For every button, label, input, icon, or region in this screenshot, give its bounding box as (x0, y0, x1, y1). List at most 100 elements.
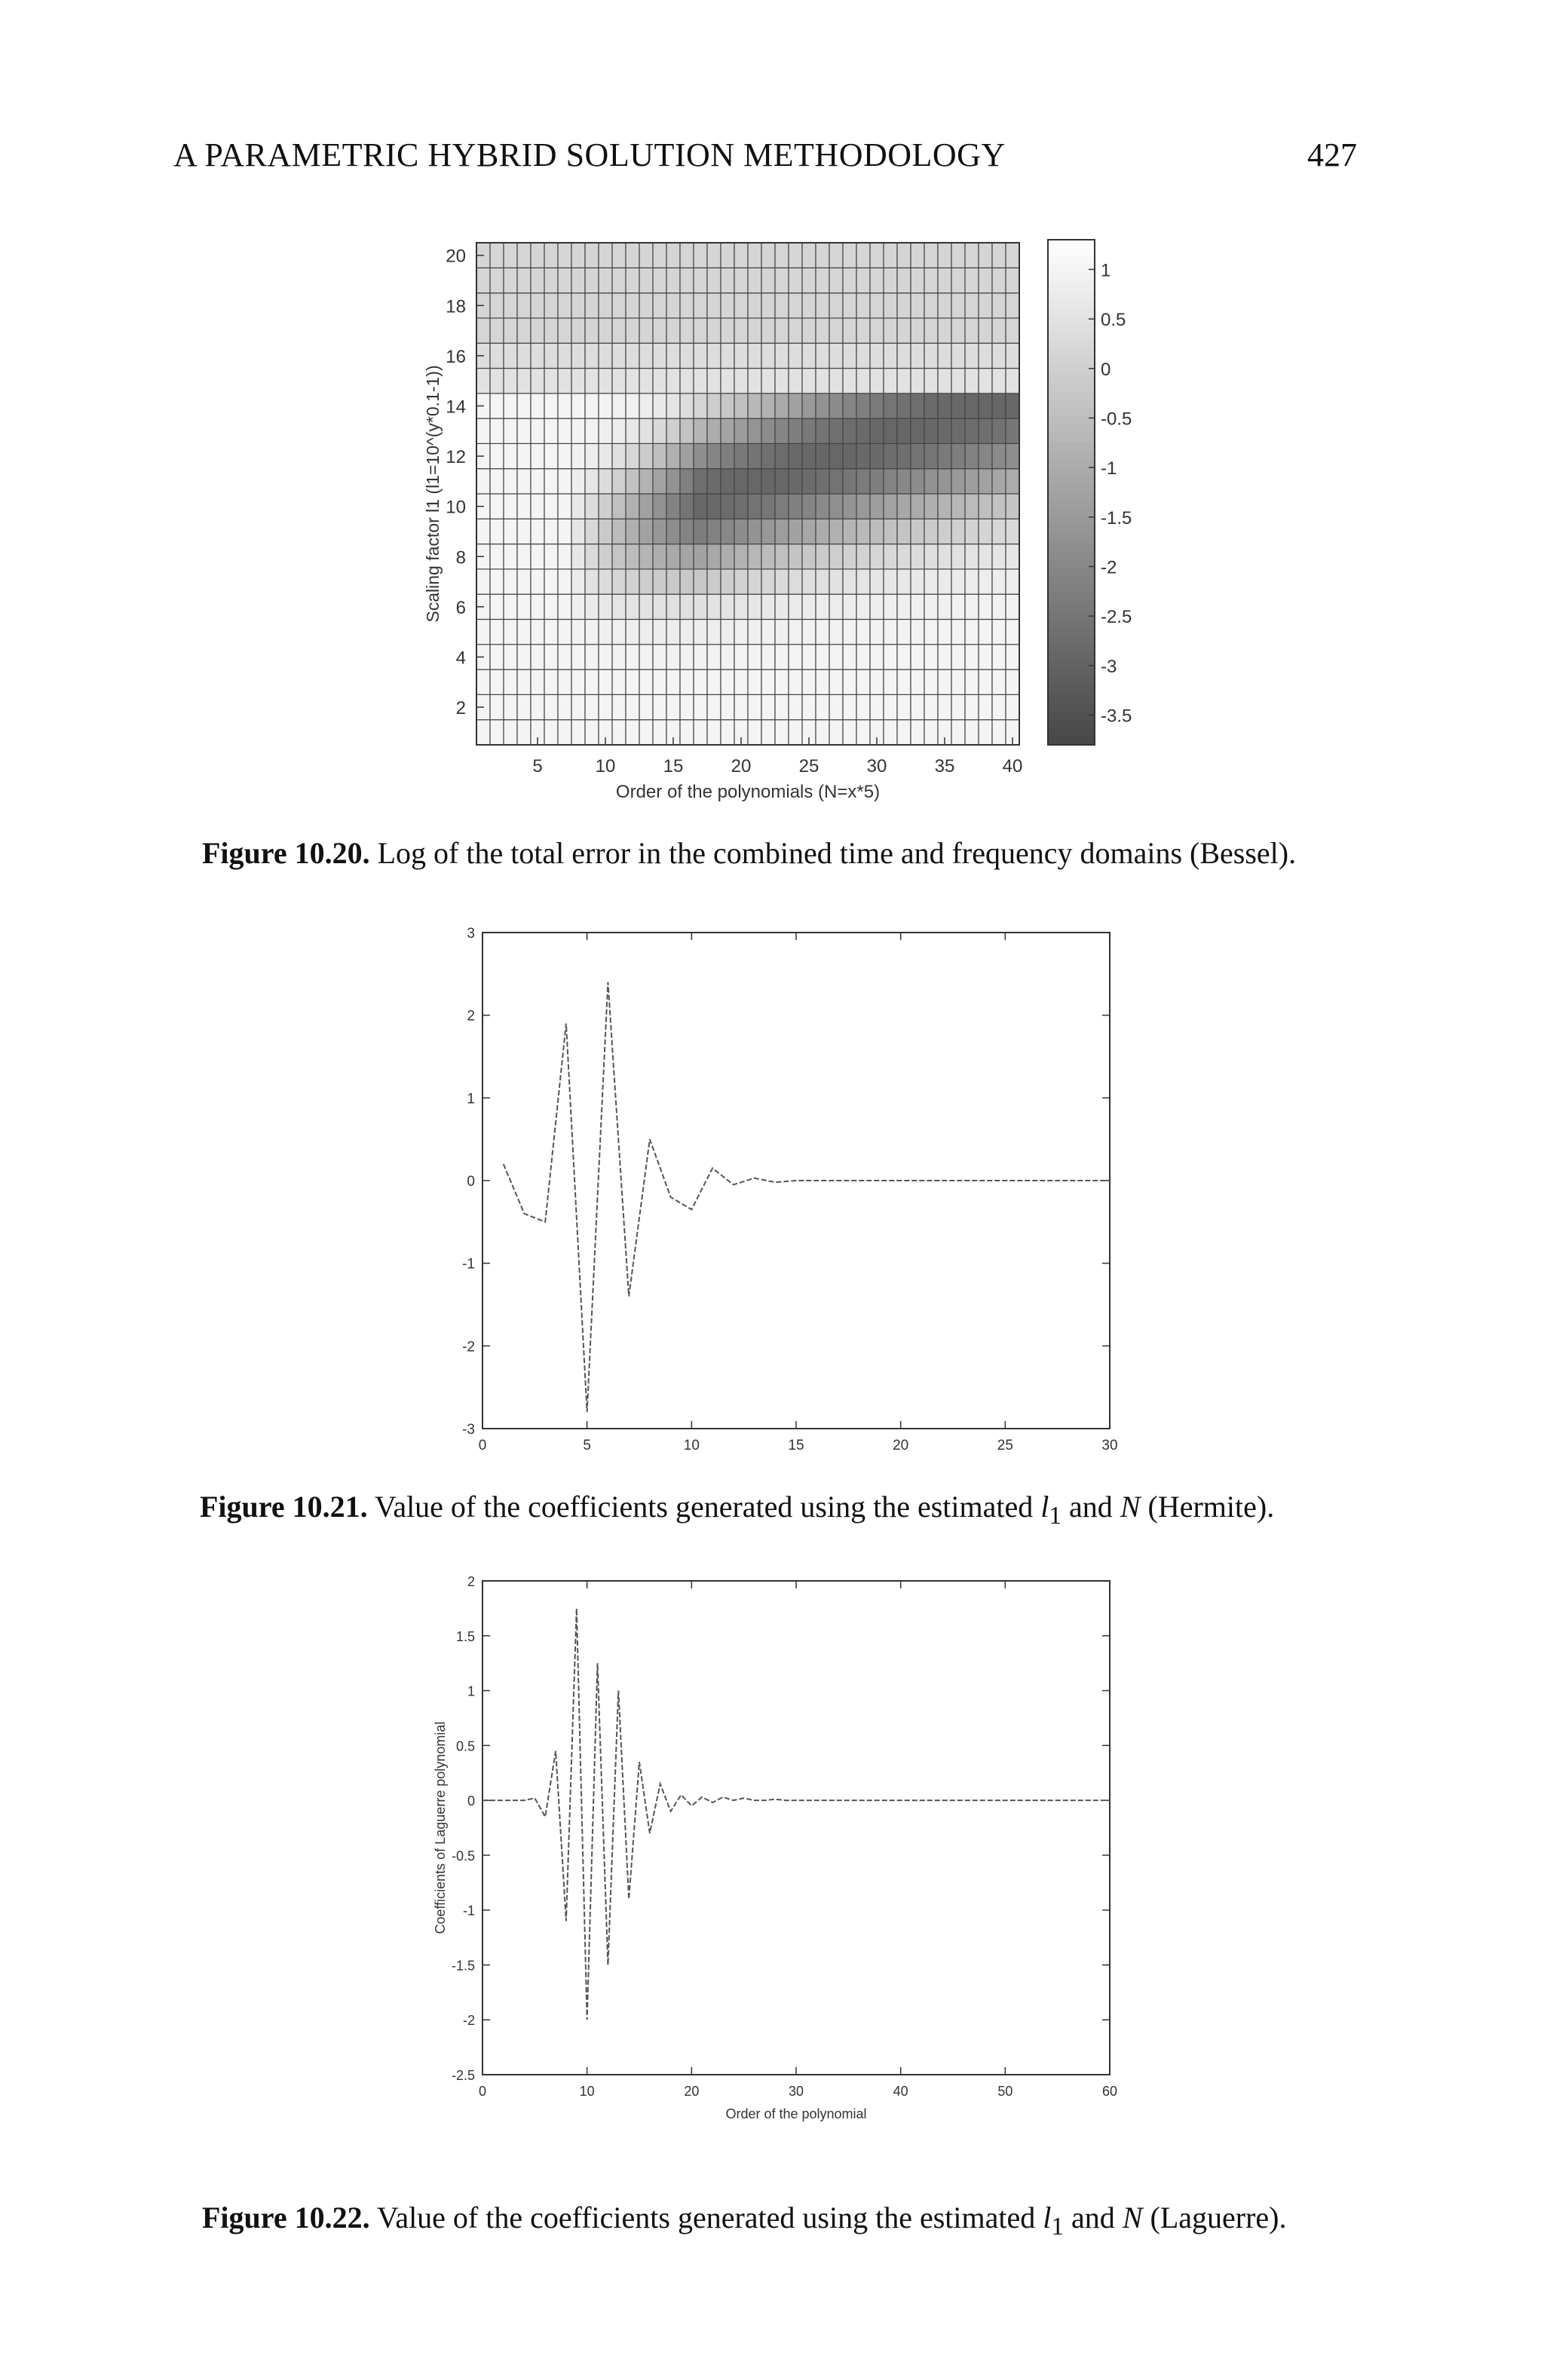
heatmap-cell (571, 593, 586, 620)
heatmap-cell (625, 518, 640, 545)
heatmap-cell (611, 518, 626, 545)
heatmap-cell (625, 593, 640, 620)
heatmap-cell (693, 568, 708, 595)
heatmap-cell (815, 468, 830, 495)
heatmap-cell (598, 267, 613, 294)
heatmap-cell (1005, 568, 1020, 595)
heatmap-cell (584, 593, 599, 620)
heatmap-cell (503, 342, 518, 369)
heatmap-cell (774, 418, 789, 444)
heatmap-cell (571, 267, 586, 294)
heatmap-cell (910, 293, 925, 319)
heatmap-cell (991, 518, 1006, 545)
heatmap-cell (883, 317, 898, 344)
colorbar-tick-label: -3 (1101, 657, 1117, 677)
heatmap-cell (652, 367, 667, 394)
heatmap-cell (544, 443, 559, 470)
colorbar-segment (1048, 551, 1095, 561)
heatmap-cell (774, 342, 789, 369)
heatmap-cell (720, 694, 735, 721)
heatmap-cell (910, 317, 925, 344)
heatmap-cell (666, 568, 681, 595)
heatmap-cell (652, 618, 667, 645)
heatmap-cell (883, 543, 898, 570)
heatmap-cell (693, 267, 708, 294)
colorbar-segment (1048, 416, 1095, 426)
heatmap-cell (951, 342, 966, 369)
heatmap-cell (639, 618, 654, 645)
heatmap-cell (544, 593, 559, 620)
heatmap-cell (530, 293, 545, 319)
heatmap-cell (516, 367, 532, 394)
y-tick-label: 4 (456, 648, 466, 668)
heatmap-cell (883, 418, 898, 444)
heatmap-cell (544, 367, 559, 394)
heatmap-cell (910, 468, 925, 495)
heatmap-cell (679, 543, 694, 570)
heatmap-cell (666, 418, 681, 444)
heatmap-cell (747, 293, 762, 319)
heatmap-cell (815, 317, 830, 344)
heatmap-cell (720, 418, 735, 444)
colorbar-segment (1048, 719, 1095, 729)
colorbar-segment (1048, 349, 1095, 359)
heatmap-cell (856, 242, 871, 268)
colorbar-segment (1048, 736, 1095, 746)
heatmap-cell (924, 593, 939, 620)
heatmap-cell (978, 493, 993, 519)
heatmap-cell (503, 317, 518, 344)
heatmap-cell (774, 719, 789, 746)
heatmap-cell (856, 694, 871, 721)
colorbar-segment (1048, 584, 1095, 594)
caption-label: Figure 10.21. (200, 1490, 368, 1524)
heatmap-cell (516, 493, 532, 519)
heatmap-cell (489, 518, 504, 545)
heatmap-cell (693, 443, 708, 470)
heatmap-cell (530, 518, 545, 545)
heatmap-cell (734, 267, 749, 294)
heatmap-cell (571, 618, 586, 645)
heatmap-cell (652, 443, 667, 470)
heatmap-cell (557, 568, 572, 595)
heatmap-cell (557, 694, 572, 721)
heatmap-cell (516, 317, 532, 344)
heatmap-cell (829, 468, 844, 495)
heatmap-cell (842, 317, 857, 344)
heatmap-cell (734, 669, 749, 695)
heatmap-cell (598, 293, 613, 319)
heatmap-cell (964, 543, 979, 570)
heatmap-cell (964, 317, 979, 344)
heatmap-cell (964, 443, 979, 470)
heatmap-cell (611, 317, 626, 344)
x-tick-label: 0 (479, 1438, 487, 1453)
heatmap-cell (937, 669, 952, 695)
heatmap-cell (774, 568, 789, 595)
heatmap-cell (625, 267, 640, 294)
heatmap-cell (476, 518, 491, 545)
caption-figure-10-20: Figure 10.20. Log of the total error in … (202, 835, 1296, 871)
heatmap-cell (544, 719, 559, 746)
heatmap-cell (815, 694, 830, 721)
heatmap-cell (666, 593, 681, 620)
y-tick-label: -2.5 (452, 2068, 475, 2083)
heatmap-cell (991, 719, 1006, 746)
heatmap-cell (516, 644, 532, 670)
heatmap-cell (788, 317, 803, 344)
colorbar-segment (1048, 543, 1095, 553)
colorbar-segment (1048, 727, 1095, 737)
heatmap-cell (788, 342, 803, 369)
y-tick-label: 0 (467, 1174, 475, 1190)
heatmap-cell (598, 518, 613, 545)
heatmap-cell (869, 468, 884, 495)
heatmap-cell (747, 719, 762, 746)
caption-text: and (1064, 2201, 1123, 2235)
heatmap-cell (652, 543, 667, 570)
heatmap-cell (584, 242, 599, 268)
heatmap-cell (544, 543, 559, 570)
heatmap-cell (1005, 593, 1020, 620)
y-tick-label: 2 (467, 1009, 475, 1025)
heatmap-cell (489, 342, 504, 369)
heatmap-cell (774, 393, 789, 419)
heatmap-cell (720, 267, 735, 294)
heatmap-cell (584, 719, 599, 746)
